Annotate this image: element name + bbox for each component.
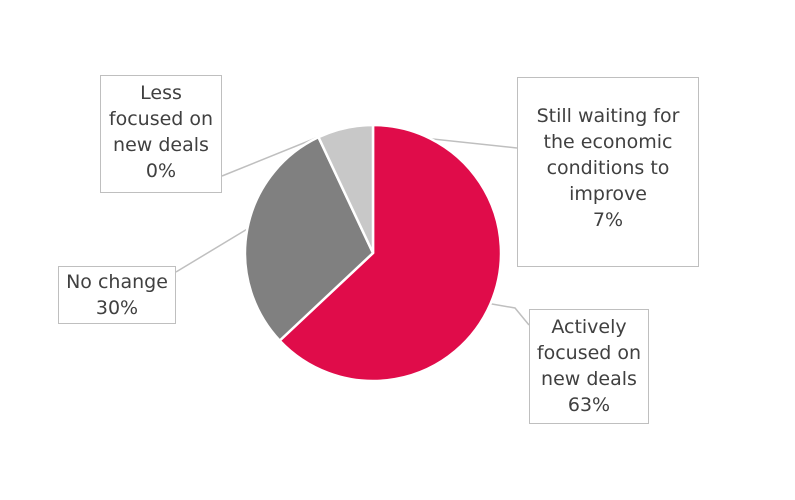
callout-percent: 0% (145, 160, 177, 182)
callout-line: new deals (113, 134, 209, 156)
callout-line: focused on (108, 108, 214, 130)
callout-percent: 30% (95, 297, 139, 319)
pie-slices (243, 123, 503, 383)
callout-line: improve (569, 183, 647, 205)
callout-line: Actively (551, 316, 627, 338)
leader-line (175, 228, 248, 273)
callout-line: Still waiting for (536, 105, 680, 127)
pie-slice (317, 123, 375, 255)
callout-line: focused on (536, 342, 642, 364)
callout-actively-focused: Actively focused on new deals 63% (529, 309, 649, 424)
callout-no-change: No change 30% (58, 266, 176, 324)
leader-line (490, 303, 530, 326)
callout-line: conditions to (546, 157, 670, 179)
callout-percent: 63% (567, 394, 611, 416)
callout-line: new deals (541, 368, 637, 390)
pie-slice (278, 123, 503, 383)
callout-percent: 7% (592, 209, 624, 231)
callout-still-waiting: Still waiting for the economic condition… (517, 77, 699, 267)
callout-line: No change (66, 271, 168, 293)
callout-line: Less (140, 82, 182, 104)
callout-line: the economic (543, 131, 673, 153)
callout-less-focused: Less focused on new deals 0% (100, 75, 222, 193)
pie-slice (243, 135, 375, 342)
